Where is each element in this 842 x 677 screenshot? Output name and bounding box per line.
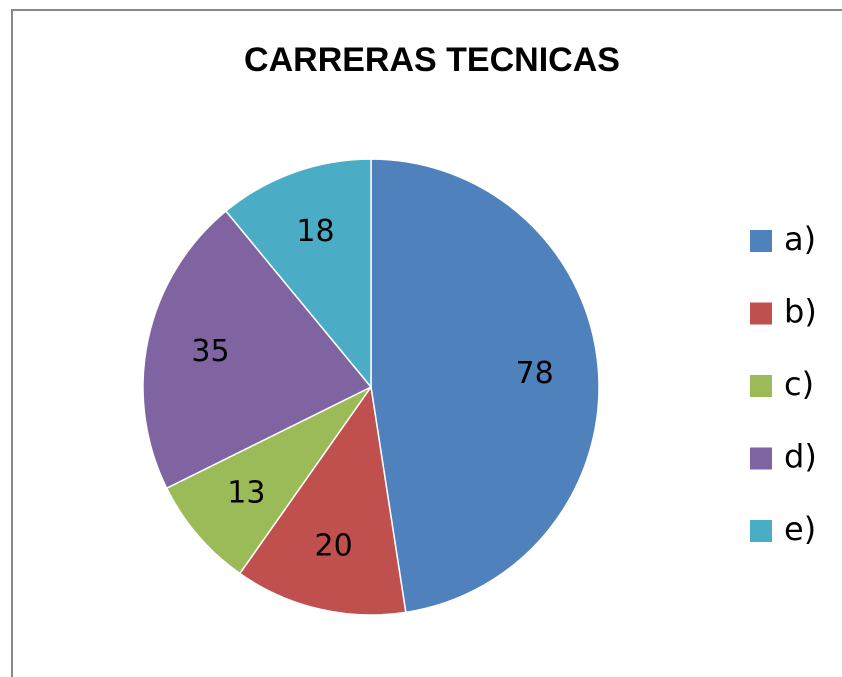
legend-swatch [750, 375, 772, 397]
legend-swatch [750, 230, 772, 252]
legend-swatch [750, 520, 772, 542]
legend-label: c) [784, 365, 814, 403]
legend-swatch [750, 447, 772, 470]
data-label: 78 [516, 356, 554, 391]
pie-slice [238, 385, 407, 616]
data-label: 18 [296, 214, 334, 249]
legend-swatch [750, 302, 772, 325]
legend-label: d) [784, 438, 817, 476]
pie-slice [142, 210, 373, 490]
chart-title: CARRERAS TECNICAS [244, 41, 620, 79]
legend-label: b) [784, 293, 817, 331]
legend-label: e) [784, 510, 816, 548]
data-label: 35 [191, 334, 229, 369]
data-label: 13 [227, 475, 265, 510]
pie-slice [165, 386, 372, 575]
data-label: 20 [315, 528, 353, 563]
pie-slice [224, 158, 372, 390]
legend-label: a) [784, 220, 816, 258]
pie-slice [370, 158, 600, 614]
